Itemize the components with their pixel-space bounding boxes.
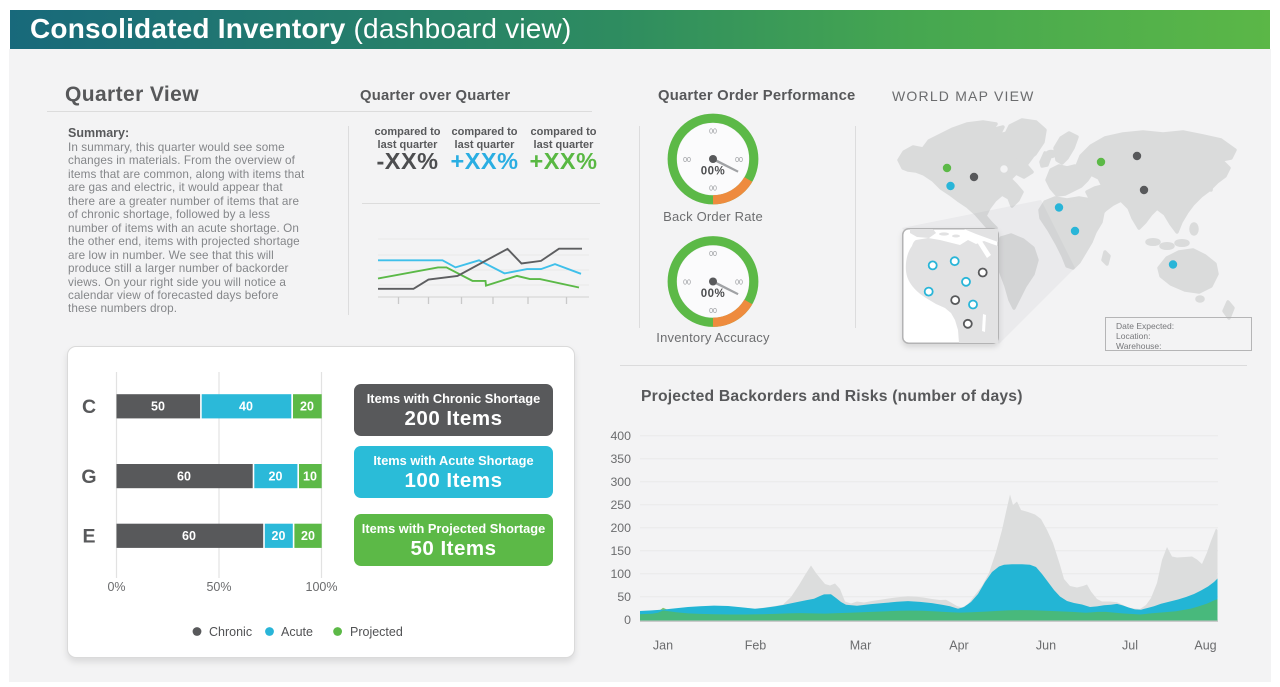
svg-text:Projected: Projected xyxy=(350,625,403,639)
svg-text:00: 00 xyxy=(709,186,717,193)
svg-text:0: 0 xyxy=(624,613,631,627)
svg-text:Feb: Feb xyxy=(745,639,767,653)
svg-text:Jan: Jan xyxy=(653,639,673,653)
svg-text:250: 250 xyxy=(610,498,631,512)
svg-text:Jun: Jun xyxy=(1036,639,1056,653)
svg-text:10: 10 xyxy=(303,469,317,483)
svg-text:150: 150 xyxy=(610,544,631,558)
svg-text:20: 20 xyxy=(301,529,315,543)
svg-text:20: 20 xyxy=(300,400,314,414)
svg-text:00%: 00% xyxy=(701,166,726,178)
svg-text:40: 40 xyxy=(239,400,253,414)
svg-text:Aug: Aug xyxy=(1194,639,1216,653)
svg-text:0%: 0% xyxy=(107,580,125,594)
svg-text:G: G xyxy=(81,466,96,488)
svg-text:60: 60 xyxy=(182,529,196,543)
svg-text:100: 100 xyxy=(610,567,631,581)
svg-text:00: 00 xyxy=(735,157,743,164)
svg-text:100%: 100% xyxy=(306,580,338,594)
svg-text:E: E xyxy=(82,526,95,548)
svg-text:Jul: Jul xyxy=(1122,639,1138,653)
svg-text:50: 50 xyxy=(617,590,631,604)
svg-text:Acute: Acute xyxy=(281,625,313,639)
svg-text:Chronic: Chronic xyxy=(209,625,252,639)
svg-text:400: 400 xyxy=(610,429,631,443)
svg-text:20: 20 xyxy=(272,529,286,543)
svg-text:200: 200 xyxy=(610,521,631,535)
svg-text:Mar: Mar xyxy=(850,639,872,653)
svg-text:50: 50 xyxy=(151,400,165,414)
svg-text:300: 300 xyxy=(610,475,631,489)
svg-text:20: 20 xyxy=(269,469,283,483)
svg-text:Apr: Apr xyxy=(949,639,968,653)
svg-text:00: 00 xyxy=(709,129,717,136)
svg-text:C: C xyxy=(82,396,96,418)
svg-text:50%: 50% xyxy=(206,580,231,594)
svg-text:00: 00 xyxy=(683,157,691,164)
svg-text:350: 350 xyxy=(610,452,631,466)
svg-text:60: 60 xyxy=(177,469,191,483)
